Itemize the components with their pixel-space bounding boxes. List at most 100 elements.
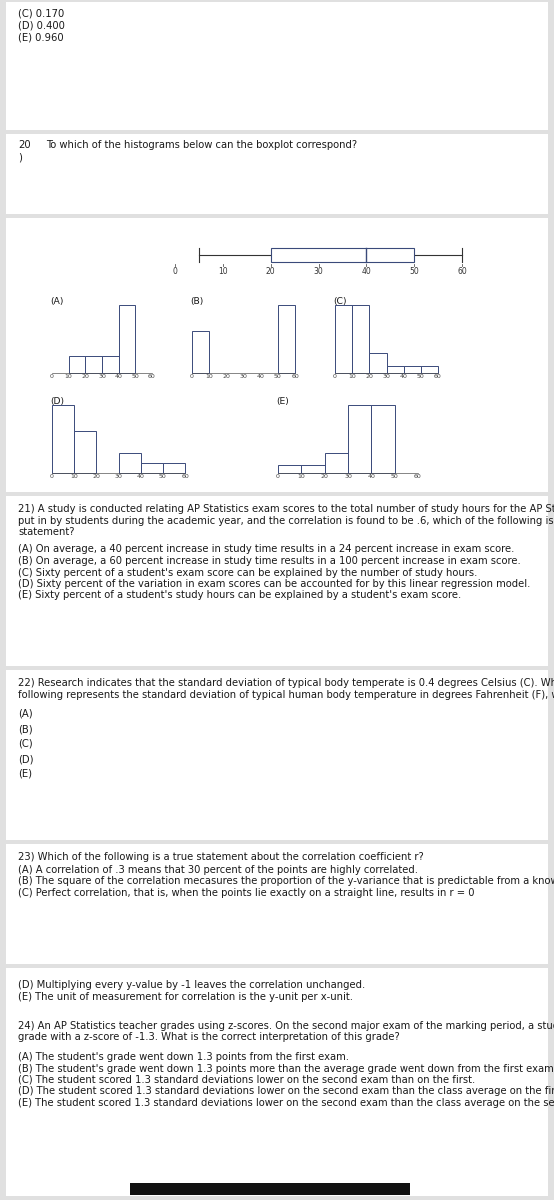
Text: 0: 0 [333, 374, 337, 379]
Text: 23) Which of the following is a true statement about the correlation coefficient: 23) Which of the following is a true sta… [18, 852, 424, 862]
Bar [6, 2, 548, 130]
Text: 20: 20 [18, 140, 30, 150]
Bar [404, 366, 421, 373]
Text: 60: 60 [414, 474, 422, 479]
Text: 10: 10 [206, 374, 213, 379]
Bar [141, 463, 163, 473]
Bar [6, 670, 548, 840]
Text: (D) 0.400: (D) 0.400 [18, 20, 65, 30]
Text: 10: 10 [65, 374, 73, 379]
Text: 40: 40 [367, 474, 375, 479]
Text: 30: 30 [314, 266, 324, 276]
Text: (D) The student scored 1.3 standard deviations lower on the second exam than the: (D) The student scored 1.3 standard devi… [18, 1086, 554, 1097]
Bar [387, 366, 404, 373]
Text: (C): (C) [18, 739, 33, 749]
Text: 40: 40 [137, 474, 145, 479]
Text: 0: 0 [276, 474, 280, 479]
Bar [352, 305, 370, 373]
Text: (B): (B) [18, 724, 33, 734]
Bar [278, 464, 301, 473]
Text: grade with a z-score of -1.3. What is the correct interpretation of this grade?: grade with a z-score of -1.3. What is th… [18, 1032, 400, 1043]
Bar [6, 844, 548, 964]
Text: (B): (B) [190, 296, 203, 306]
Text: 60: 60 [181, 474, 189, 479]
Text: (D): (D) [50, 397, 64, 406]
Text: (E) 0.960: (E) 0.960 [18, 32, 64, 42]
Text: (C) Sixty percent of a student's exam score can be explained by the number of st: (C) Sixty percent of a student's exam sc… [18, 568, 478, 577]
Text: (D) Multiplying every y-value by -1 leaves the correlation unchanged.: (D) Multiplying every y-value by -1 leav… [18, 980, 365, 990]
Text: (B) On average, a 60 percent increase in study time results in a 100 percent inc: (B) On average, a 60 percent increase in… [18, 556, 521, 566]
Text: 40: 40 [361, 266, 371, 276]
Text: 50: 50 [274, 374, 281, 379]
Text: 10: 10 [70, 474, 78, 479]
Text: 50: 50 [417, 374, 425, 379]
Text: 0: 0 [50, 374, 54, 379]
Bar [421, 366, 438, 373]
Text: 21) A study is conducted relating AP Statistics exam scores to the total number : 21) A study is conducted relating AP Sta… [18, 504, 554, 514]
Text: 20: 20 [321, 474, 329, 479]
Bar [271, 248, 414, 262]
Text: following represents the standard deviation of typical human body temperature in: following represents the standard deviat… [18, 690, 554, 700]
Text: 20: 20 [81, 374, 89, 379]
Text: (A): (A) [50, 296, 63, 306]
Bar [119, 452, 141, 473]
Text: (C) Perfect correlation, that is, when the points lie exactly on a straight line: (C) Perfect correlation, that is, when t… [18, 888, 474, 898]
Bar [102, 356, 119, 373]
Text: (C) 0.170: (C) 0.170 [18, 8, 64, 18]
Text: (B) The square of the correlation mecasures the proportion of the y-variance tha: (B) The square of the correlation mecasu… [18, 876, 554, 887]
Text: (E) The student scored 1.3 standard deviations lower on the second exam than the: (E) The student scored 1.3 standard devi… [18, 1098, 554, 1108]
Text: 40: 40 [400, 374, 408, 379]
Text: ): ) [18, 152, 22, 162]
Text: (A) The student's grade went down 1.3 points from the first exam.: (A) The student's grade went down 1.3 po… [18, 1052, 349, 1062]
Text: 50: 50 [159, 474, 167, 479]
Text: (E) Sixty percent of a student's study hours can be explained by a student's exa: (E) Sixty percent of a student's study h… [18, 590, 461, 600]
Text: 0: 0 [190, 374, 194, 379]
Bar [85, 356, 102, 373]
Text: To which of the histograms below can the boxplot correspond?: To which of the histograms below can the… [46, 140, 357, 150]
Text: 20: 20 [93, 474, 100, 479]
Bar [370, 353, 387, 373]
Text: (D) Sixty percent of the variation in exam scores can be accounted for by this l: (D) Sixty percent of the variation in ex… [18, 578, 530, 589]
Bar [119, 305, 135, 373]
Text: 30: 30 [98, 374, 106, 379]
Bar [278, 305, 295, 373]
Bar [6, 496, 548, 666]
Bar [6, 134, 548, 214]
Text: (C): (C) [333, 296, 346, 306]
Text: (B) The student's grade went down 1.3 points more than the average grade went do: (B) The student's grade went down 1.3 po… [18, 1063, 554, 1074]
Text: put in by students during the academic year, and the correlation is found to be : put in by students during the academic y… [18, 516, 554, 526]
Bar [6, 218, 548, 492]
Text: 30: 30 [383, 374, 391, 379]
Text: 50: 50 [409, 266, 419, 276]
Text: (E) The unit of measurement for correlation is the y-unit per x-unit.: (E) The unit of measurement for correlat… [18, 991, 353, 1002]
Text: 20: 20 [366, 374, 373, 379]
Text: 60: 60 [457, 266, 467, 276]
Text: 30: 30 [344, 474, 352, 479]
Text: (A) On average, a 40 percent increase in study time results in a 24 percent incr: (A) On average, a 40 percent increase in… [18, 545, 514, 554]
Bar [335, 305, 352, 373]
Bar [371, 404, 394, 473]
Text: (E): (E) [18, 769, 32, 779]
Text: 10: 10 [348, 374, 356, 379]
Text: 30: 30 [239, 374, 248, 379]
Text: 60: 60 [148, 374, 156, 379]
Text: 0: 0 [50, 474, 54, 479]
Text: 10: 10 [218, 266, 228, 276]
Bar [74, 431, 96, 473]
Text: (A) A correlation of .3 means that 30 percent of the points are highly correlate: (A) A correlation of .3 means that 30 pe… [18, 865, 418, 875]
Text: 30: 30 [115, 474, 122, 479]
Bar [192, 330, 209, 373]
Bar [69, 356, 85, 373]
Bar [130, 1183, 410, 1195]
Bar [6, 968, 548, 1196]
Text: statement?: statement? [18, 527, 74, 538]
Text: 60: 60 [434, 374, 442, 379]
Text: (A): (A) [18, 709, 33, 719]
Text: 22) Research indicates that the standard deviation of typical body temperate is : 22) Research indicates that the standard… [18, 678, 554, 688]
Text: 20: 20 [266, 266, 275, 276]
Bar [325, 452, 348, 473]
Bar [52, 404, 74, 473]
Text: (D): (D) [18, 754, 33, 764]
Text: 50: 50 [131, 374, 139, 379]
Text: 10: 10 [297, 474, 305, 479]
